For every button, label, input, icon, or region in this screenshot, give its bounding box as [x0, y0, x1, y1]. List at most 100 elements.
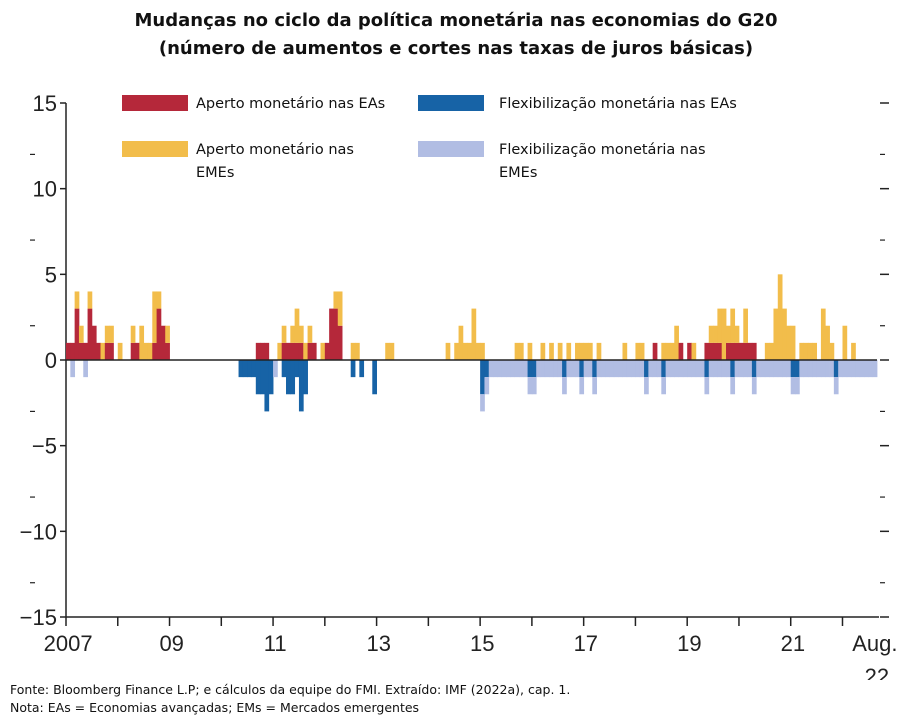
bar-segment	[531, 377, 537, 395]
legend-swatch	[122, 95, 188, 111]
bar-segment	[557, 342, 563, 360]
bar-segment	[518, 360, 524, 378]
bar-segment	[467, 342, 472, 360]
bar-segment	[165, 325, 170, 343]
bar-segment	[687, 342, 692, 360]
bar-segment	[687, 360, 692, 378]
bar-segment	[74, 308, 80, 360]
bar-segment	[264, 360, 270, 412]
bar-segment	[717, 342, 723, 360]
bar-segment	[255, 342, 261, 360]
bar-segment	[260, 360, 265, 395]
bar-segment	[260, 342, 265, 360]
y-tick-label: 10	[33, 177, 57, 202]
bar-segment	[579, 360, 585, 378]
bar-segment	[721, 308, 727, 360]
bar-segment	[66, 342, 71, 360]
bar-segment	[74, 291, 80, 309]
bar-segment	[855, 360, 861, 378]
bar-segment	[475, 342, 481, 360]
bar-segment	[842, 360, 848, 378]
bar-segment	[324, 342, 330, 360]
bar-segment	[579, 377, 585, 395]
bar-segment	[592, 360, 598, 378]
bar-segment	[704, 342, 710, 360]
bar-segment	[717, 360, 723, 378]
bar-segment	[307, 342, 313, 360]
legend-swatch	[418, 95, 484, 111]
bar-segment	[87, 308, 93, 360]
source-note: Fonte: Bloomberg Finance L.P; e cálculos…	[10, 682, 571, 697]
bar-segment	[70, 342, 76, 360]
x-tick-label: 19	[677, 631, 701, 656]
bar-segment	[480, 360, 485, 395]
bar-segment	[251, 360, 257, 378]
bar-segment	[518, 342, 524, 360]
bar-segment	[820, 360, 826, 378]
bar-segment	[605, 360, 610, 378]
bar-segment	[674, 325, 679, 360]
bar-segment	[704, 377, 710, 395]
bar-segment	[631, 360, 636, 378]
bar-segment	[708, 342, 714, 360]
bar-segment	[829, 342, 835, 360]
bar-segment	[471, 308, 477, 360]
bar-segment	[726, 325, 731, 343]
y-tick-label: 0	[45, 348, 57, 373]
bar-segment	[575, 342, 580, 360]
bar-segment	[83, 342, 88, 360]
bar-segment	[661, 360, 667, 378]
bar-segment	[644, 377, 649, 395]
bar-segment	[790, 360, 796, 378]
bar-segment	[527, 377, 533, 395]
bar-segment	[713, 342, 718, 360]
bar-segment	[242, 360, 248, 378]
bar-segment	[777, 360, 783, 378]
bar-segment	[583, 342, 589, 360]
bar-segment	[458, 325, 464, 360]
legend: Aperto monetário nas EAs Flexibilização m…	[122, 95, 737, 181]
bar-segment	[583, 360, 589, 378]
bar-segment	[286, 342, 291, 360]
chart-title-line1: Mudanças no ciclo da política monetária …	[134, 10, 778, 31]
bar-segment	[104, 342, 110, 360]
bar-segment	[298, 325, 304, 343]
bar-segment	[298, 342, 304, 360]
bar-segment	[523, 360, 528, 378]
bar-segment	[635, 360, 641, 378]
bar-segment	[622, 360, 628, 378]
bar-segment	[674, 360, 679, 378]
bar-segment	[820, 308, 826, 360]
bar-segment	[247, 360, 252, 378]
bar-segment	[130, 325, 136, 343]
bar-segment	[562, 377, 567, 395]
bar-segment	[454, 342, 459, 360]
bar-segment	[700, 360, 705, 378]
bar-segment	[298, 360, 304, 412]
bar-segment	[130, 342, 136, 360]
bar-segment	[445, 342, 451, 360]
bar-segment	[337, 325, 343, 360]
bar-segment	[682, 360, 688, 378]
bar-segment	[462, 342, 468, 360]
bar-segment	[803, 360, 809, 378]
bar-segment	[596, 360, 602, 378]
bar-segment	[355, 342, 360, 360]
bar-segment	[665, 360, 671, 378]
y-tick-label: 15	[33, 91, 57, 116]
bar-segment	[661, 342, 667, 360]
bar-segment	[549, 342, 554, 360]
bar-segment	[812, 360, 818, 378]
bar-segment	[540, 360, 546, 378]
bar-segment	[139, 325, 145, 360]
bar-segment	[786, 325, 792, 360]
bar-segment	[389, 342, 395, 360]
bar-segment	[596, 342, 602, 360]
bar-segment	[613, 360, 619, 378]
bar-segment	[87, 291, 93, 309]
bar-segment	[764, 360, 770, 378]
bar-segment	[799, 360, 805, 378]
bar-segment	[303, 342, 308, 360]
bar-segment	[833, 377, 839, 395]
bar-segment	[648, 360, 654, 378]
